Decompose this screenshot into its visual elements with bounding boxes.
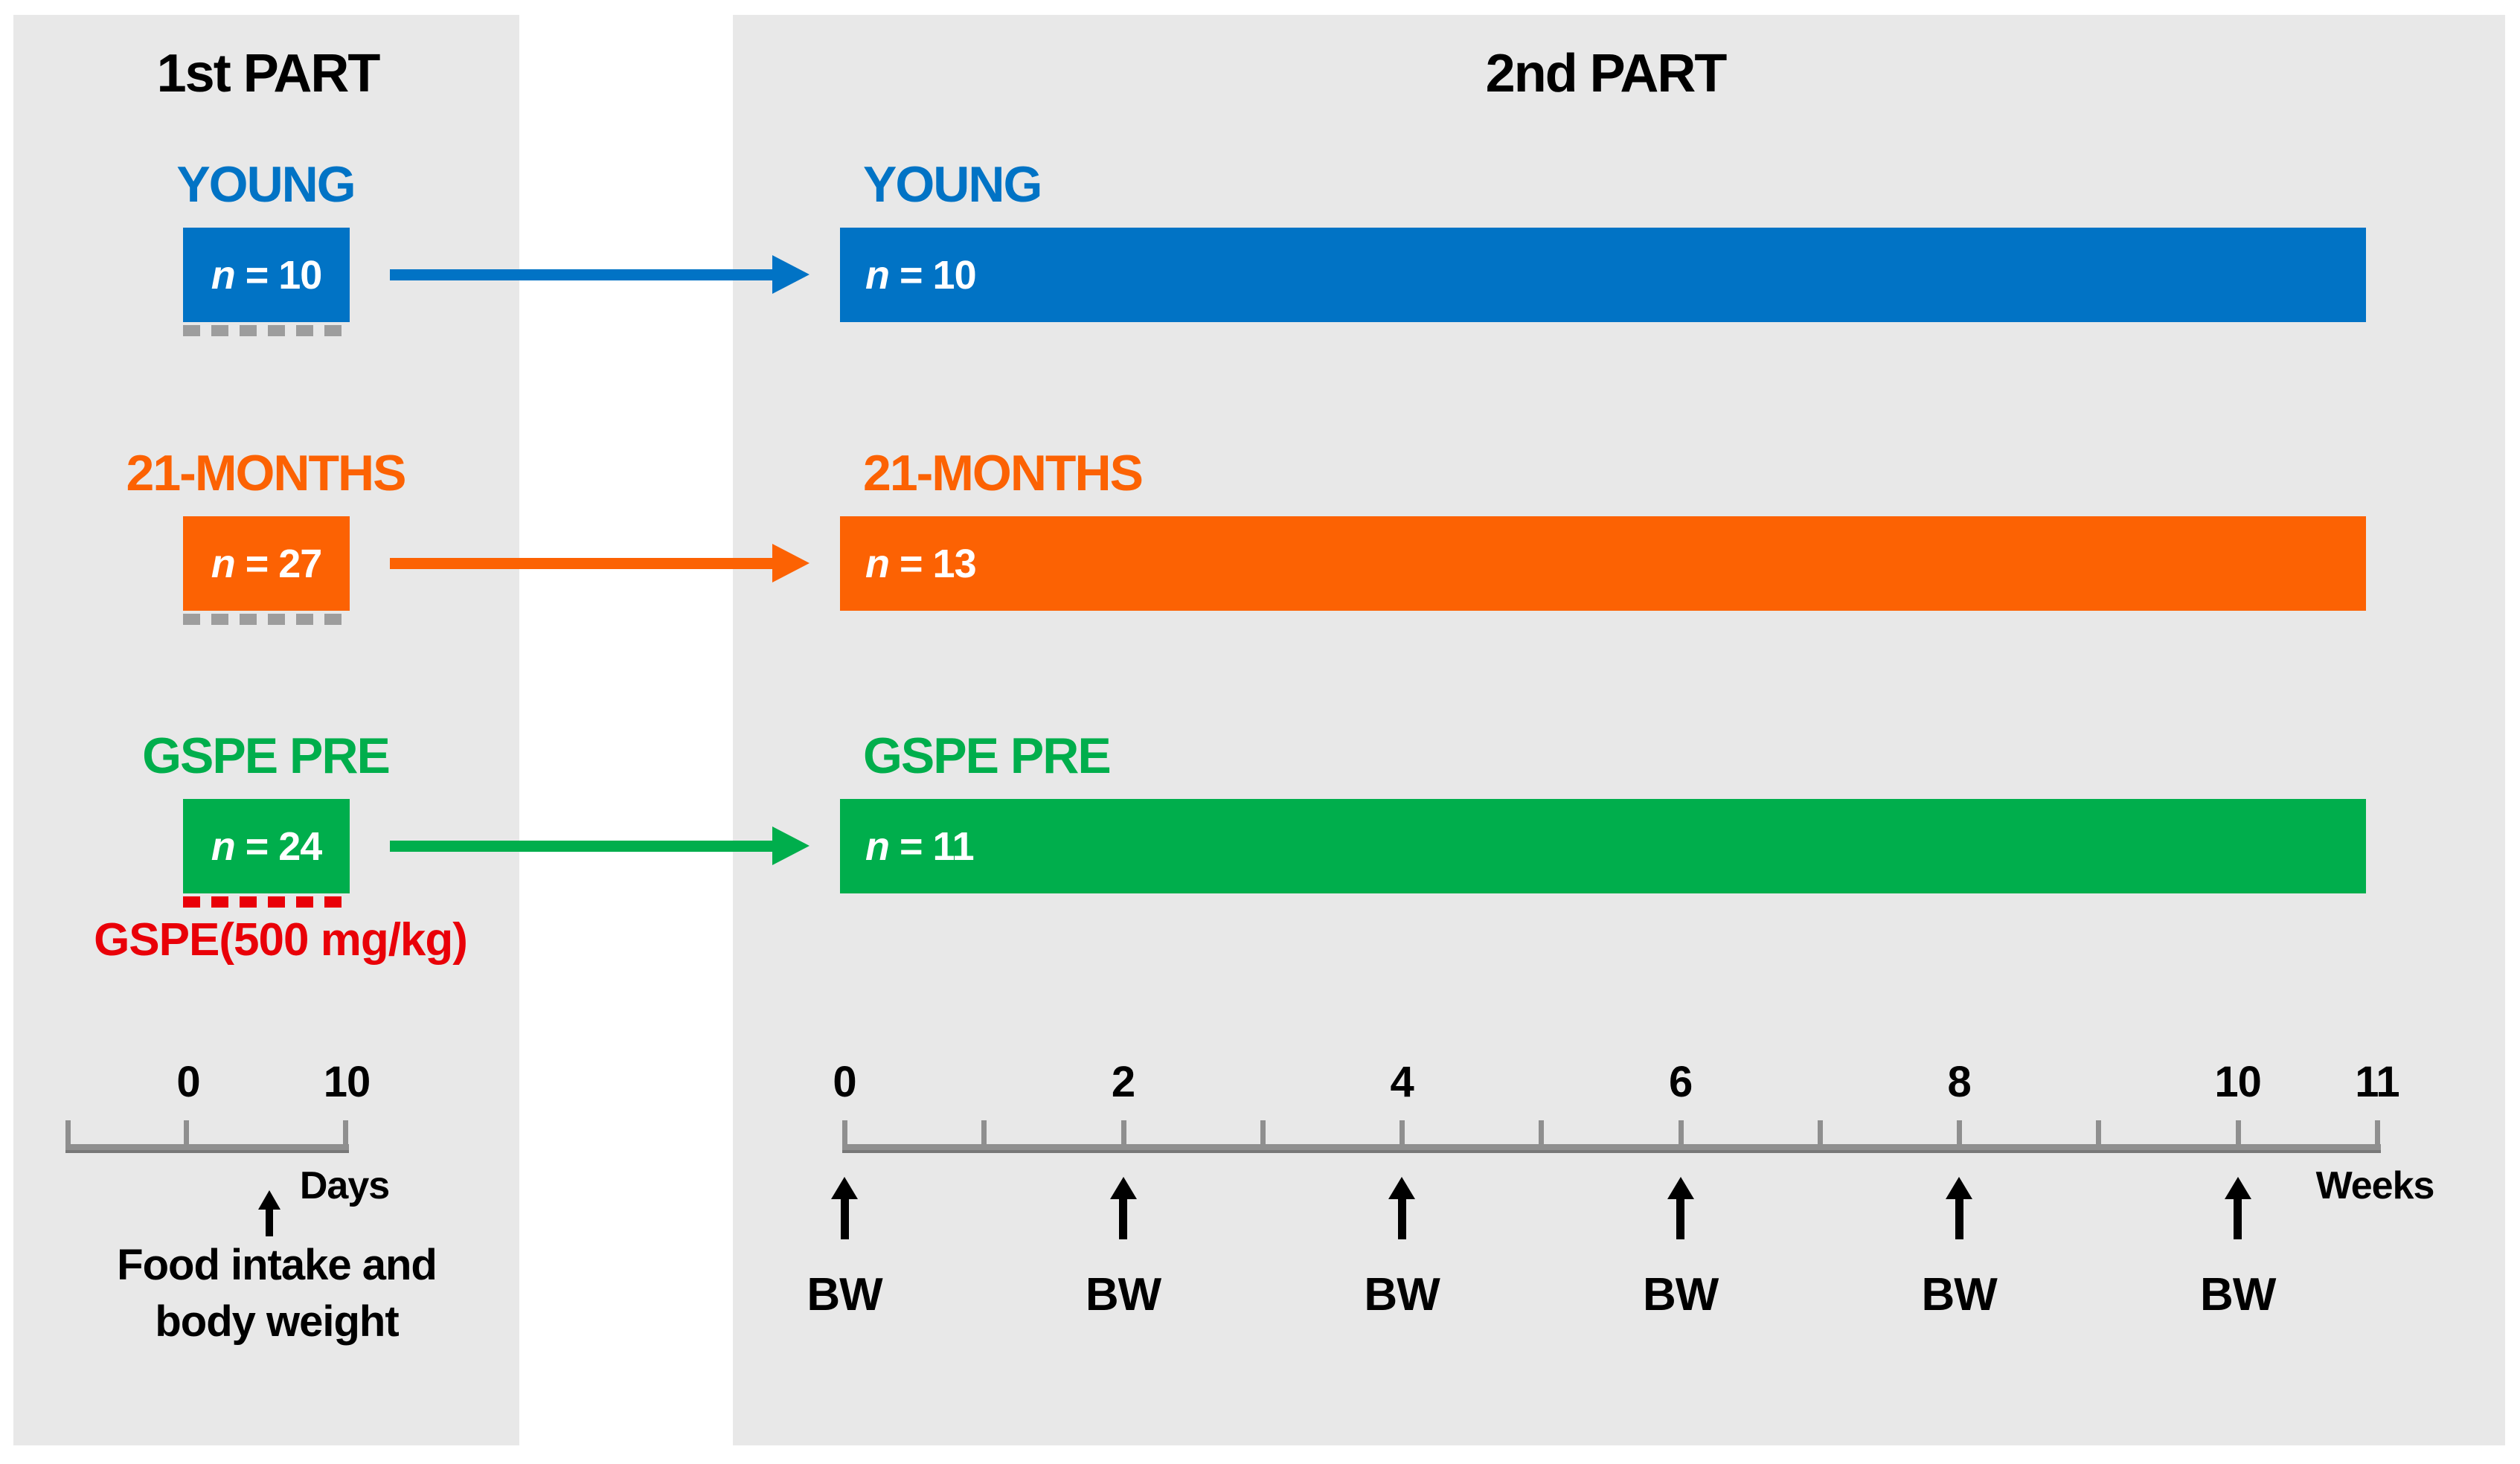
weeks-tick-mark: [1678, 1120, 1684, 1144]
weeks-tick-mark: [1957, 1120, 1963, 1144]
sample-var: n: [865, 541, 890, 586]
weeks-tick-mark: [1260, 1120, 1266, 1144]
days-axis: [65, 1144, 349, 1153]
treatment-note: GSPE(500 mg/kg): [94, 914, 468, 966]
part2-title: 2nd PART: [1485, 44, 1728, 103]
sample-var: n: [211, 541, 236, 586]
days-tick-mark: [65, 1120, 71, 1144]
bw-label: BW: [2200, 1269, 2276, 1320]
weeks-tick-label: 8: [1947, 1058, 1972, 1106]
weeks-tick-mark: [842, 1120, 847, 1144]
days-tick-label: 10: [323, 1058, 371, 1106]
part1-title: 1st PART: [156, 44, 381, 103]
days-tick-mark: [343, 1120, 348, 1144]
weeks-tick-mark: [2235, 1120, 2241, 1144]
treatment-dashes: [183, 325, 350, 336]
bw-label: BW: [1921, 1269, 1998, 1320]
bw-arrow-shaft: [2234, 1196, 2242, 1239]
bw-arrow-shaft: [1955, 1196, 1963, 1239]
flow-arrow-head: [772, 826, 809, 865]
weeks-tick-label: 2: [1111, 1058, 1135, 1106]
weeks-unit-label: Weeks: [2315, 1164, 2435, 1207]
days-unit-label: Days: [299, 1164, 390, 1207]
sample-value: = 10: [889, 252, 977, 298]
bw-label: BW: [807, 1269, 882, 1320]
weeks-tick-mark: [1817, 1120, 1823, 1144]
days-tick-mark: [184, 1120, 189, 1144]
group-bar: n = 13: [840, 516, 2366, 611]
weeks-tick-mark: [1539, 1120, 1545, 1144]
bw-arrow-shaft: [1676, 1196, 1685, 1239]
weeks-tick-mark: [1400, 1120, 1405, 1144]
sample-size-box: n = 24: [183, 799, 350, 893]
sample-var: n: [865, 824, 890, 869]
weeks-tick-mark: [981, 1120, 987, 1144]
sample-value: = 10: [234, 252, 323, 298]
bw-arrow-shaft: [1119, 1196, 1128, 1239]
bw-arrow-head: [1667, 1177, 1694, 1199]
sample-var: n: [211, 824, 236, 869]
sample-var: n: [211, 252, 236, 298]
treatment-dashes: [183, 614, 350, 625]
group-label-part2: 21-MONTHS: [863, 445, 1144, 501]
flow-arrow-shaft: [390, 841, 772, 852]
group-label-part2: GSPE PRE: [863, 728, 1112, 784]
sample-value: = 27: [234, 541, 323, 586]
measurement-arrow-head: [258, 1190, 280, 1210]
sample-size-box: n = 27: [183, 516, 350, 611]
sample-value: = 24: [234, 824, 323, 869]
weeks-tick-label: 4: [1390, 1058, 1414, 1106]
group-bar: n = 10: [840, 228, 2366, 322]
bw-arrow-shaft: [840, 1196, 849, 1239]
weeks-tick-label: 0: [833, 1058, 856, 1106]
flow-arrow-head: [772, 255, 809, 294]
flow-arrow-head: [772, 544, 809, 582]
flow-arrow-shaft: [390, 269, 772, 280]
bw-arrow-head: [1388, 1177, 1416, 1199]
measurement-annotation-line: body weight: [155, 1297, 399, 1346]
bw-arrow-shaft: [1397, 1196, 1406, 1239]
bw-arrow-head: [831, 1177, 858, 1199]
group-label-part1: 21-MONTHS: [126, 445, 407, 501]
weeks-tick-mark: [2096, 1120, 2102, 1144]
weeks-tick-label: 6: [1668, 1058, 1693, 1106]
sample-value: = 13: [889, 541, 977, 586]
days-tick-label: 0: [176, 1058, 200, 1106]
group-label-part2: YOUNG: [863, 156, 1042, 213]
bw-label: BW: [1642, 1269, 1719, 1320]
bw-arrow-head: [1946, 1177, 1973, 1199]
weeks-tick-label: 10: [2214, 1058, 2262, 1106]
measurement-arrow-shaft: [266, 1207, 273, 1236]
sample-value: = 11: [889, 824, 975, 869]
group-label-part1: YOUNG: [176, 156, 356, 213]
bw-label: BW: [1085, 1269, 1161, 1320]
measurement-annotation-line: Food intake and: [117, 1241, 437, 1289]
bw-label: BW: [1364, 1269, 1440, 1320]
treatment-dashes: [183, 896, 350, 908]
sample-size-box: n = 10: [183, 228, 350, 322]
bw-arrow-head: [2224, 1177, 2251, 1199]
flow-arrow-shaft: [390, 558, 772, 569]
weeks-tick-mark: [1120, 1120, 1126, 1144]
weeks-axis: [842, 1144, 2381, 1153]
weeks-tick-label: 11: [2355, 1058, 2399, 1106]
bw-arrow-head: [1109, 1177, 1137, 1199]
group-bar: n = 11: [840, 799, 2366, 893]
weeks-tick-mark: [2374, 1120, 2380, 1144]
group-label-part1: GSPE PRE: [142, 728, 391, 784]
sample-var: n: [865, 252, 890, 298]
